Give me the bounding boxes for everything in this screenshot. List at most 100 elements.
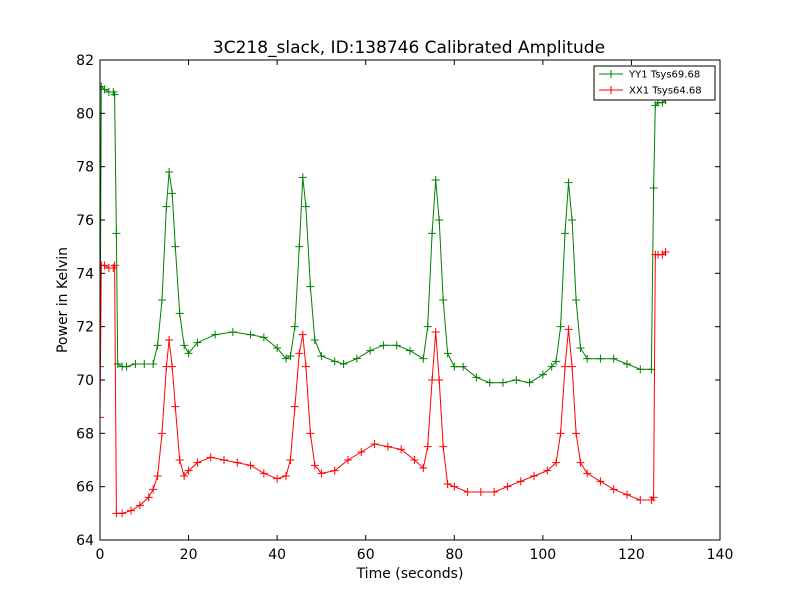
data-point-xx1 [435,376,444,384]
data-point-yy1 [184,349,193,358]
y-tick-label: 70 [76,373,94,389]
data-point-xx1 [171,402,180,411]
data-point-yy1 [168,189,177,198]
data-point-xx1 [397,445,406,454]
data-point-yy1 [564,178,573,187]
data-point-yy1 [392,341,401,350]
data-point-yy1 [310,336,319,344]
data-point-xx1 [165,336,174,344]
data-point-yy1 [162,202,171,211]
y-tick-label: 66 [76,480,94,496]
data-point-xx1 [503,482,512,491]
data-point-xx1 [306,429,315,438]
x-tick-label: 80 [445,547,463,563]
data-point-yy1 [100,362,104,371]
data-point-xx1 [623,490,631,499]
data-point-yy1 [583,354,592,363]
data-point-xx1 [184,466,193,475]
y-tick-label: 82 [76,53,94,69]
data-point-xx1 [609,485,618,494]
data-point-xx1 [180,472,189,480]
data-point-xx1 [636,496,645,504]
data-point-yy1 [273,344,282,352]
data-point-yy1 [406,346,414,355]
data-point-xx1 [301,362,310,371]
data-point-yy1 [419,354,428,363]
data-point-yy1 [193,338,202,347]
data-point-xx1 [110,261,119,270]
data-point-xx1 [330,466,339,475]
data-point-xx1 [530,472,538,480]
data-point-yy1 [499,378,507,387]
data-point-xx1 [556,429,565,438]
x-tick-label: 20 [180,547,198,563]
data-point-yy1 [609,354,618,363]
x-tick-label: 120 [618,547,645,563]
data-point-xx1 [568,362,577,371]
data-point-yy1 [439,296,448,304]
data-point-yy1 [576,344,585,352]
data-point-xx1 [419,464,428,472]
y-tick-label: 64 [76,533,94,549]
data-point-yy1 [112,229,121,238]
y-tick-label: 74 [76,266,94,282]
data-point-xx1 [450,482,459,491]
data-point-yy1 [301,202,310,211]
x-tick-label: 0 [96,547,105,563]
data-point-yy1 [171,242,180,251]
data-point-yy1 [282,354,290,363]
data-point-xx1 [649,493,658,502]
data-point-xx1 [344,456,352,464]
data-point-xx1 [175,456,184,464]
data-point-yy1 [110,90,119,99]
data-point-xx1 [259,469,268,478]
chart-title: 3C218_slack, ID:138746 Calibrated Amplit… [213,38,605,58]
data-point-xx1 [100,413,104,422]
data-point-xx1 [564,325,573,334]
data-point-xx1 [490,488,499,496]
data-point-xx1 [443,480,452,488]
data-point-yy1 [153,341,162,350]
data-point-xx1 [193,458,202,467]
data-point-xx1 [423,442,432,451]
plot-frame [99,59,721,541]
data-point-xx1 [431,328,440,336]
data-point-xx1 [596,477,605,486]
data-point-xx1 [310,461,319,470]
data-point-xx1 [383,442,392,451]
y-tick-label: 68 [76,426,94,442]
series-line-xx1 [100,251,666,514]
data-point-xx1 [428,376,437,384]
data-point-yy1 [131,360,140,368]
legend-box [593,65,716,101]
data-point-xx1 [144,493,153,502]
ticks-layer: 0 20 40 60 80 100 120 140 64 66 68 70 72 74 76 78 80 82 [76,53,733,563]
data-point-xx1 [317,469,326,478]
data-point-yy1 [180,341,189,350]
data-point-yy1 [246,330,255,339]
data-point-yy1 [100,85,109,94]
data-point-yy1 [149,360,158,368]
data-point-yy1 [568,216,577,224]
data-point-yy1 [290,322,299,331]
x-tick-label: 40 [268,547,286,563]
data-point-yy1 [459,362,468,371]
data-point-yy1 [428,229,437,238]
legend-label-xx1: XX1 Tsys64.68 [629,86,702,97]
data-point-xx1 [439,442,448,451]
data-point-xx1 [410,456,419,464]
data-point-xx1 [552,458,561,467]
data-point-yy1 [556,322,565,331]
data-point-yy1 [317,352,326,360]
legend-marker-yy1 [607,70,615,78]
data-point-xx1 [168,362,177,371]
data-point-xx1 [476,488,485,496]
x-tick-label: 100 [529,547,556,563]
data-point-yy1 [572,296,581,304]
data-point-xx1 [233,458,242,467]
data-point-xx1 [118,509,127,518]
x-tick-label: 140 [707,547,734,563]
data-point-xx1 [661,248,670,256]
series-layer [100,82,670,518]
data-point-yy1 [561,229,569,238]
